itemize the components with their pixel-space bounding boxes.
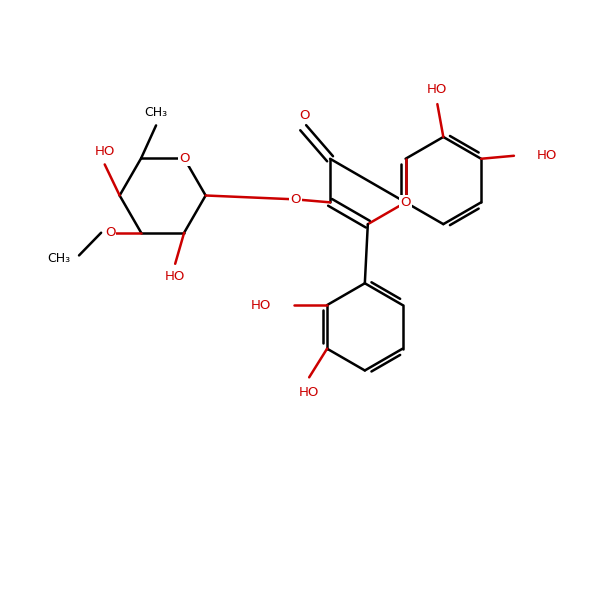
Text: HO: HO — [536, 149, 557, 162]
Text: O: O — [290, 193, 301, 206]
Text: O: O — [105, 226, 115, 239]
Text: HO: HO — [95, 145, 115, 158]
Text: O: O — [179, 152, 190, 165]
Text: O: O — [299, 109, 310, 122]
Text: HO: HO — [251, 299, 272, 311]
Text: HO: HO — [299, 386, 319, 399]
Text: CH₃: CH₃ — [47, 252, 70, 265]
Text: O: O — [400, 196, 411, 209]
Text: CH₃: CH₃ — [145, 106, 167, 119]
Text: HO: HO — [427, 83, 448, 95]
Text: HO: HO — [165, 271, 185, 283]
